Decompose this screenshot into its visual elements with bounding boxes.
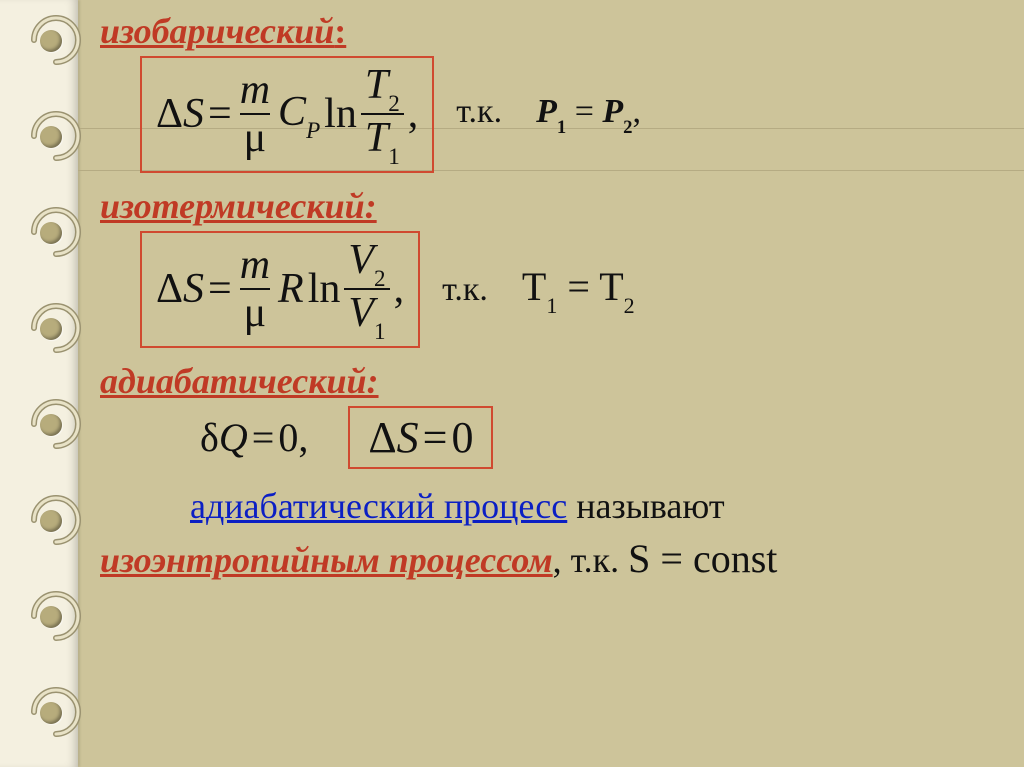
- condition-isobaric: т.к. P1 = P2,: [456, 93, 641, 136]
- binding-hole: [40, 606, 62, 628]
- row-isobaric: ΔS = mμ CP ln T2T1 , т.к. P1 = P2,: [140, 56, 1004, 173]
- condition-isothermal: т.к. T1 = T2: [442, 263, 635, 315]
- binding-hole: [40, 702, 62, 724]
- row-adiabatic: δQ=0, ΔS=0: [200, 406, 1004, 469]
- binding-hole: [40, 222, 62, 244]
- formula-heat-zero: δQ=0,: [200, 414, 308, 461]
- footer-sentence: адиабатический процесс называют изоэнтро…: [100, 481, 1004, 587]
- slide-content: изобарический: ΔS = mμ CP ln T2T1 , т.к.…: [100, 10, 1004, 757]
- heading-text: изобарический: [100, 11, 334, 51]
- notebook-paper-edge: [0, 0, 78, 767]
- formula-box-isobaric: ΔS = mμ CP ln T2T1 ,: [140, 56, 434, 173]
- binding-hole: [40, 126, 62, 148]
- because-label: т.к.: [442, 271, 488, 308]
- formula-box-isothermal: ΔS = mμ R ln V2V1 ,: [140, 231, 420, 348]
- heading-text: изотермический:: [100, 186, 377, 226]
- formula-s-const: S = const: [628, 536, 777, 581]
- heading-isobaric: изобарический:: [100, 10, 1004, 52]
- formula-isobaric: ΔS = mμ CP ln T2T1 ,: [156, 64, 418, 165]
- row-isothermal: ΔS = mμ R ln V2V1 , т.к. T1 = T2: [140, 231, 1004, 348]
- footer-because: , т.к.: [553, 540, 629, 580]
- heading-adiabatic: адиабатический:: [100, 360, 1004, 402]
- binding-hole: [40, 30, 62, 52]
- binding-hole: [40, 318, 62, 340]
- formula-box-entropy-zero: ΔS=0: [348, 406, 493, 469]
- adiabatic-process-link[interactable]: адиабатический процесс: [190, 486, 567, 526]
- binding-hole: [40, 510, 62, 532]
- heading-isothermal: изотермический:: [100, 185, 1004, 227]
- formula-isothermal: ΔS = mμ R ln V2V1 ,: [156, 239, 404, 340]
- because-label: т.к.: [456, 93, 502, 130]
- isoentropic-term: изоэнтропийным процессом: [100, 540, 553, 580]
- formula-entropy-zero: ΔS=0: [368, 412, 473, 463]
- footer-text: называют: [567, 486, 724, 526]
- heading-text: адиабатический:: [100, 361, 379, 401]
- binding-hole: [40, 414, 62, 436]
